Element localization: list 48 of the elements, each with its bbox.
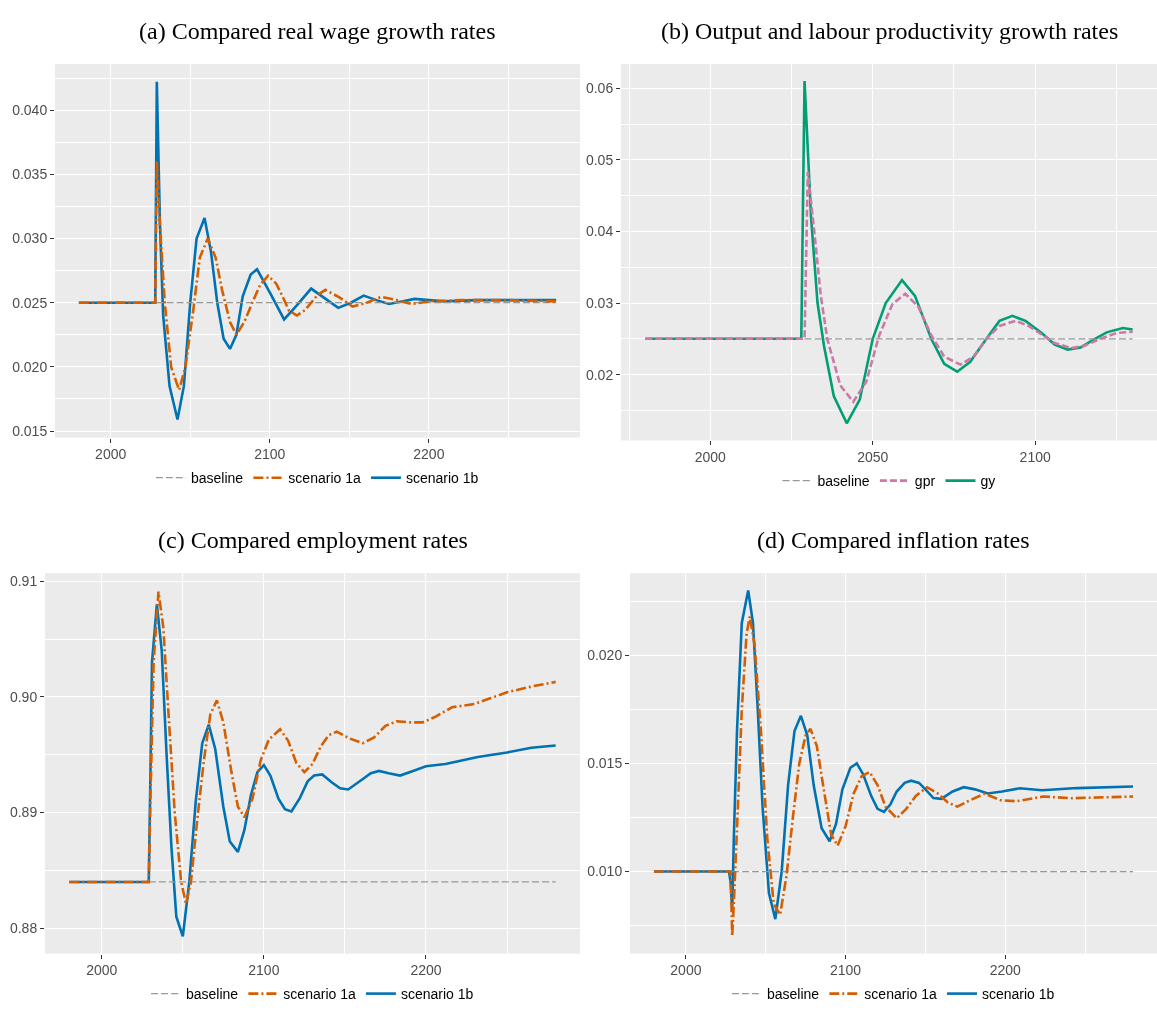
chart-title: (d) Compared inflation rates <box>757 527 1030 553</box>
chart-title: (c) Compared employment rates <box>158 527 468 553</box>
legend-label: baseline <box>817 473 870 490</box>
legend-label: scenario 1b <box>405 470 479 487</box>
y-tick-label: 0.89 <box>9 804 38 821</box>
line-series <box>644 170 1134 404</box>
legend-label: scenario 1a <box>864 986 937 1003</box>
y-tick-label: 0.010 <box>587 863 623 880</box>
y-tick-label: 0.015 <box>12 422 48 439</box>
y-tick-label: 0.035 <box>12 166 48 183</box>
x-tick-label: 2100 <box>830 962 862 979</box>
legend-label: baseline <box>186 986 239 1003</box>
x-tick-label: 2000 <box>670 962 702 979</box>
y-tick-label: 0.025 <box>12 294 48 311</box>
legend-label: baseline <box>191 470 244 487</box>
y-tick-label: 0.02 <box>585 366 614 383</box>
legend-label: gpr <box>914 473 936 490</box>
x-tick-label: 2000 <box>95 446 127 463</box>
chart-title: (b) Output and labour productivity growth rates <box>661 18 1119 44</box>
legend-label: scenario 1a <box>288 470 361 487</box>
y-tick-label: 0.040 <box>12 102 48 119</box>
x-tick-label: 2100 <box>1019 449 1051 466</box>
x-tick-label: 2200 <box>989 962 1022 979</box>
y-tick-label: 0.030 <box>12 230 48 247</box>
y-tick-label: 0.04 <box>585 223 614 240</box>
legend-label: scenario 1b <box>981 986 1055 1003</box>
x-tick-label: 2100 <box>248 962 280 979</box>
legend-label: baseline <box>767 986 820 1003</box>
legend-label: scenario 1b <box>400 986 474 1003</box>
legend-label: gy <box>980 473 996 490</box>
x-tick-label: 2050 <box>857 449 889 466</box>
y-tick-label: 0.05 <box>585 151 614 168</box>
x-tick-label: 2200 <box>410 962 442 979</box>
legend-label: scenario 1a <box>283 986 356 1003</box>
x-tick-label: 2200 <box>413 446 445 463</box>
chart-title: (a) Compared real wage growth rates <box>139 18 496 44</box>
line-series <box>77 160 558 392</box>
y-tick-label: 0.91 <box>9 573 38 590</box>
y-tick-label: 0.020 <box>12 358 48 375</box>
y-tick-label: 0.90 <box>9 688 38 705</box>
x-tick-label: 2000 <box>694 449 727 466</box>
x-tick-label: 2000 <box>86 962 118 979</box>
y-tick-label: 0.03 <box>585 294 614 311</box>
x-tick-label: 2100 <box>254 446 286 463</box>
y-tick-label: 0.88 <box>9 920 38 937</box>
y-tick-label: 0.020 <box>587 647 623 664</box>
y-tick-label: 0.06 <box>585 80 614 97</box>
y-tick-label: 0.015 <box>587 755 623 772</box>
